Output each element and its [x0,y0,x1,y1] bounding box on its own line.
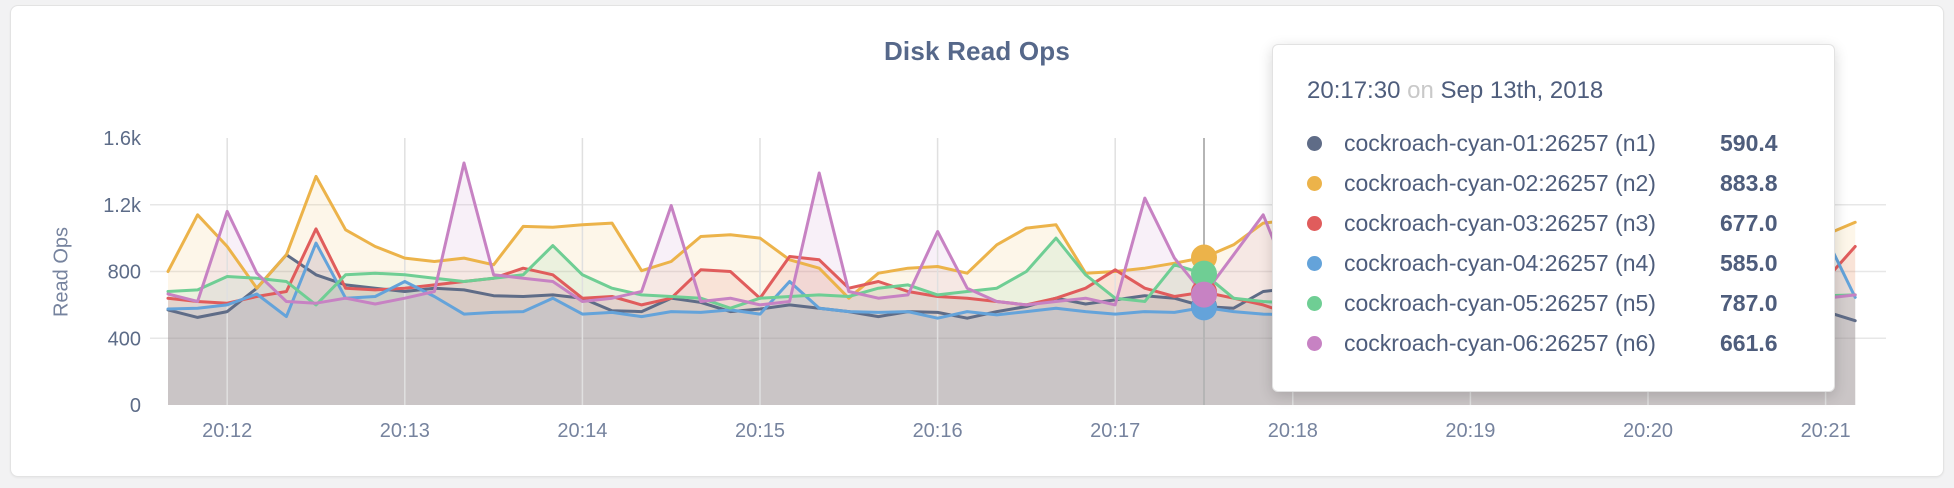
series-name: cockroach-cyan-05:26257 (n5) [1344,289,1656,316]
y-axis-tick-label: 400 [108,328,141,350]
x-axis-tick-label: 20:17 [1090,420,1140,442]
tooltip-date: Sep 13th, 2018 [1440,77,1604,104]
tooltip-row: cockroach-cyan-03:26257 (n3) 677.0 [1307,203,1814,243]
x-axis-tick-label: 20:12 [202,420,252,442]
x-axis-tick-label: 20:13 [380,420,430,442]
series-value: 661.6 [1720,329,1778,356]
x-axis-tick-label: 20:14 [557,420,607,442]
tooltip-row: cockroach-cyan-05:26257 (n5) 787.0 [1307,283,1814,323]
series-name: cockroach-cyan-06:26257 (n6) [1344,329,1656,356]
series-value: 787.0 [1720,289,1778,316]
tooltip-row: cockroach-cyan-02:26257 (n2) 883.8 [1307,163,1814,203]
series-color-dot [1307,295,1322,311]
series-value: 883.8 [1720,169,1778,196]
series-value: 677.0 [1720,209,1778,236]
x-axis-tick-label: 20:21 [1801,420,1851,442]
hover-dot-n6 [1191,281,1217,308]
y-axis-tick-label: 1.6k [103,128,142,150]
tooltip-time: 20:17:30 [1307,77,1401,104]
series-name: cockroach-cyan-01:26257 (n1) [1344,129,1656,156]
series-name: cockroach-cyan-04:26257 (n4) [1344,249,1656,276]
series-color-dot [1307,335,1322,351]
tooltip-row: cockroach-cyan-01:26257 (n1) 590.4 [1307,123,1814,163]
tooltip-conjunction: on [1407,77,1434,104]
chart-title: Disk Read Ops [883,36,1071,66]
y-axis-tick-label: 800 [108,262,141,284]
series-color-dot [1307,215,1322,231]
tooltip-rows: cockroach-cyan-01:26257 (n1) 590.4 cockroa… [1307,123,1814,363]
y-axis-tick-label: 0 [130,395,141,417]
chart-tooltip: 20:17:30 on Sep 13th, 2018 cockroach-cya… [1272,44,1835,392]
y-axis-tick-label: 1.2k [103,195,142,217]
tooltip-row: cockroach-cyan-06:26257 (n6) 661.6 [1307,323,1814,363]
x-axis-tick-label: 20:19 [1445,420,1495,442]
series-color-dot [1307,175,1322,191]
tooltip-row: cockroach-cyan-04:26257 (n4) 585.0 [1307,243,1814,283]
series-color-dot [1307,255,1322,271]
series-name: cockroach-cyan-03:26257 (n3) [1344,209,1656,236]
x-axis-tick-label: 20:16 [913,420,963,442]
x-axis-tick-label: 20:15 [735,420,785,442]
series-color-dot [1307,135,1322,151]
x-axis-tick-label: 20:20 [1623,420,1673,442]
x-axis-tick-label: 20:18 [1268,420,1318,442]
series-value: 590.4 [1720,129,1778,156]
hover-dot-n5 [1191,260,1217,287]
series-value: 585.0 [1720,249,1778,276]
series-name: cockroach-cyan-02:26257 (n2) [1344,169,1656,196]
tooltip-title: 20:17:30 on Sep 13th, 2018 [1307,73,1814,109]
